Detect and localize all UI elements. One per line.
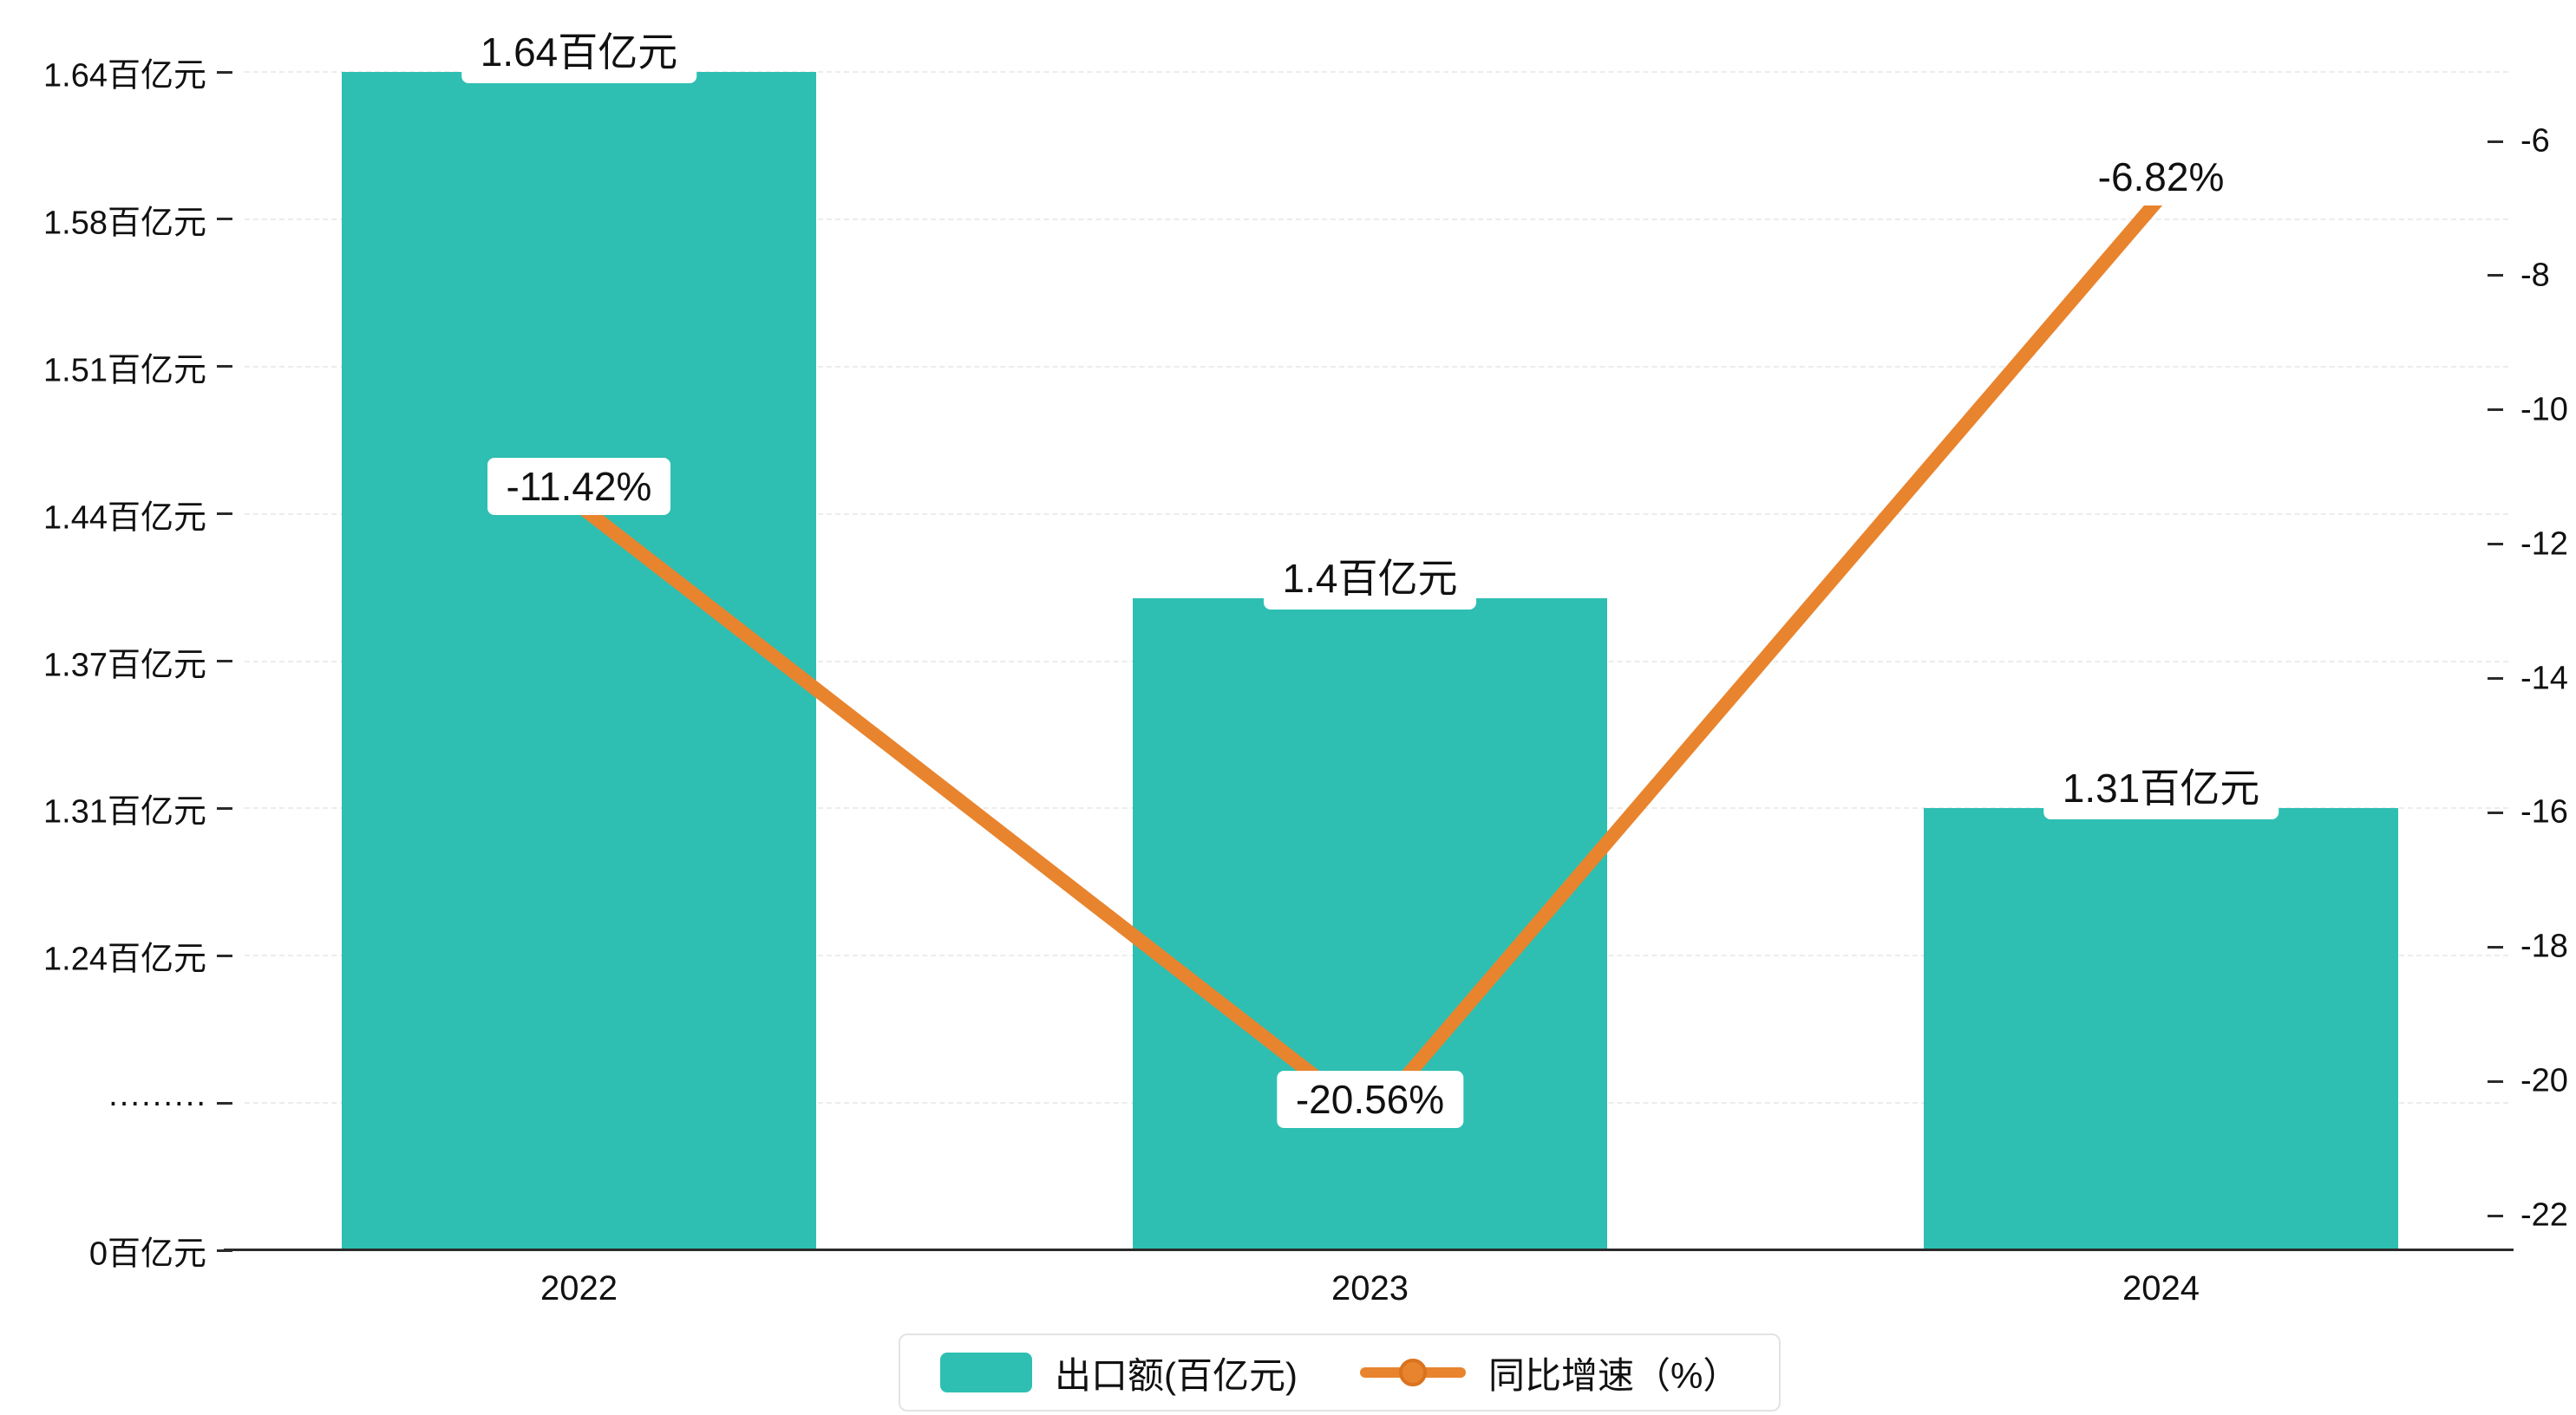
y-axis-tick-label: 1.64百亿元	[43, 57, 206, 95]
secondary-y-axis-tick-label: -10	[2520, 391, 2568, 428]
y-axis-tick-label: ·········	[108, 1084, 206, 1121]
bar-value-label-2022: 1.64百亿元	[461, 16, 697, 83]
bar-2022[interactable]	[342, 72, 816, 1250]
secondary-y-axis-tick	[2488, 1214, 2503, 1217]
secondary-y-axis-tick	[2488, 1079, 2503, 1083]
secondary-y-axis-tick	[2488, 945, 2503, 949]
secondary-y-axis-tick-label: -16	[2520, 793, 2568, 831]
secondary-y-axis-tick-label: -14	[2520, 660, 2568, 696]
y-axis-tick	[217, 218, 232, 221]
secondary-y-axis-tick-label: -18	[2520, 928, 2568, 965]
y-axis-tick	[217, 70, 232, 74]
y-axis-tick	[217, 806, 232, 810]
bar-2024[interactable]	[1924, 808, 2398, 1250]
y-axis-tick	[217, 1101, 232, 1105]
secondary-y-axis-tick-label: -12	[2520, 525, 2568, 563]
legend: 出口额(百亿元) 同比增速（%）	[899, 1333, 1782, 1412]
line-series-swatch	[1359, 1359, 1466, 1386]
secondary-y-axis-tick	[2488, 811, 2503, 814]
y-axis-tick-label: 1.37百亿元	[43, 647, 206, 683]
secondary-y-axis-tick-label: -20	[2520, 1062, 2568, 1099]
legend-item-export[interactable]: 出口额(百亿元)	[940, 1347, 1298, 1399]
line-value-label-2022: -11.42%	[487, 457, 671, 515]
secondary-y-axis-tick	[2488, 677, 2503, 680]
secondary-y-axis-tick-label: -22	[2520, 1197, 2568, 1234]
y-axis-tick	[217, 660, 232, 662]
secondary-y-axis-tick	[2488, 140, 2503, 143]
y-axis-tick-label: 1.24百亿元	[43, 941, 206, 978]
x-axis-line	[224, 1249, 2514, 1251]
y-axis-tick	[217, 954, 232, 957]
secondary-y-axis-tick-label: -8	[2520, 257, 2550, 294]
bar-series-swatch	[940, 1353, 1032, 1392]
y-axis-tick-label: 1.31百亿元	[43, 793, 206, 831]
secondary-y-axis-tick	[2488, 543, 2503, 546]
y-axis-tick	[217, 365, 232, 368]
x-axis-label-2023: 2023	[1331, 1269, 1409, 1307]
bar-value-label-2024: 1.31百亿元	[2043, 752, 2279, 820]
y-axis-tick-label: 1.58百亿元	[43, 205, 206, 242]
bar-value-label-2023: 1.4百亿元	[1263, 541, 1477, 610]
y-axis-tick-label: 1.44百亿元	[43, 499, 206, 537]
x-axis-label-2022: 2022	[540, 1269, 618, 1307]
x-axis-label-2024: 2024	[2122, 1269, 2200, 1307]
line-value-label-2024: -6.82%	[2078, 148, 2244, 206]
secondary-y-axis-tick	[2488, 274, 2503, 277]
y-axis-tick-label: 1.51百亿元	[43, 352, 206, 389]
line-series-dot	[1398, 1359, 1427, 1386]
bar-2023[interactable]	[1133, 597, 1607, 1250]
line-value-label-2023: -20.56%	[1276, 1071, 1464, 1129]
secondary-y-axis-tick	[2488, 408, 2503, 412]
legend-label-growth: 同比增速（%）	[1487, 1354, 1740, 1396]
secondary-y-axis-tick-label: -6	[2520, 122, 2550, 160]
legend-item-growth[interactable]: 同比增速（%）	[1359, 1347, 1740, 1399]
y-axis-tick	[217, 512, 232, 516]
gridline	[245, 71, 2508, 73]
legend-label-export: 出口额(百亿元)	[1055, 1354, 1298, 1396]
y-axis-tick-label: 0百亿元	[88, 1236, 206, 1273]
